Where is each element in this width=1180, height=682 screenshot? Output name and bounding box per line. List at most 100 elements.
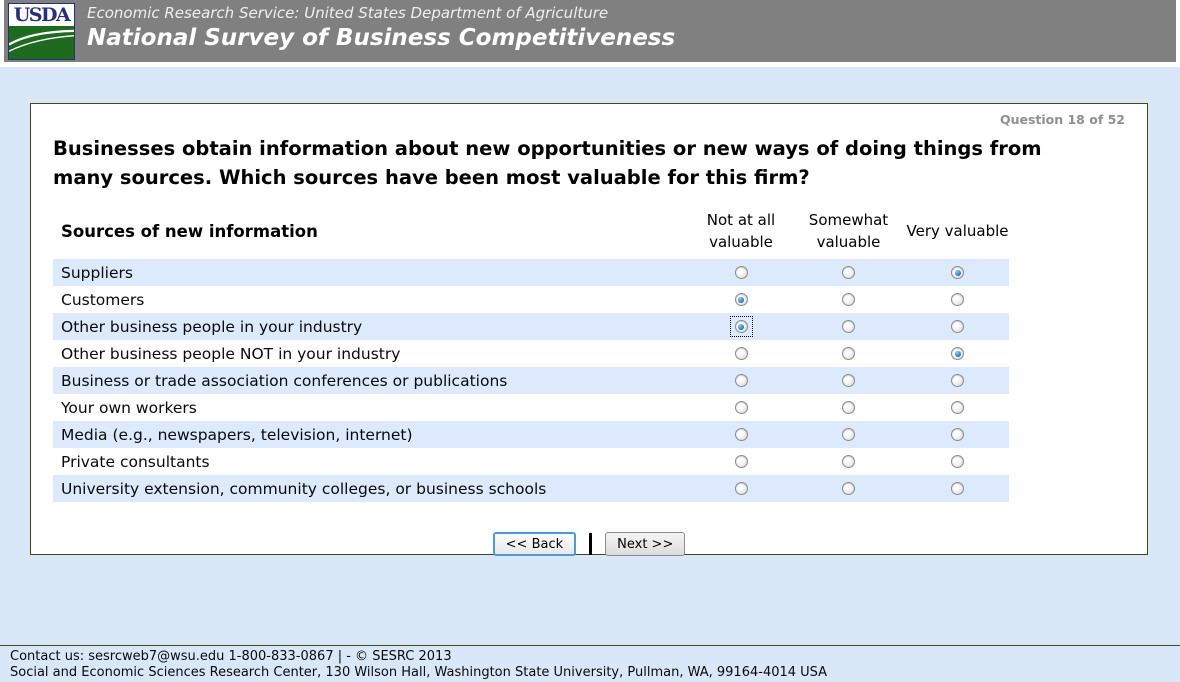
radio-focus-ring xyxy=(729,316,753,337)
radio-not-at-all-valuable[interactable] xyxy=(734,347,748,360)
radio-focus-ring xyxy=(730,478,753,499)
radio-not-at-all-valuable[interactable] xyxy=(734,266,748,279)
radio-cell xyxy=(791,316,906,337)
table-rows: Suppliers Customers Other business people … xyxy=(53,259,1009,502)
table-row: Other business people NOT in your indust… xyxy=(53,340,1009,367)
table-row: Suppliers xyxy=(53,259,1009,286)
usda-logo-text: USDA xyxy=(9,4,74,26)
radio-somewhat-valuable[interactable] xyxy=(842,293,855,306)
radio-focus-ring xyxy=(837,397,860,418)
radio-focus-ring xyxy=(946,262,969,283)
radio-cell xyxy=(691,370,791,391)
radio-not-at-all-valuable[interactable] xyxy=(734,455,748,468)
radio-focus-ring xyxy=(946,451,969,472)
table-row: University extension, community colleges… xyxy=(53,475,1009,502)
table-row: Other business people in your industry xyxy=(53,313,1009,340)
footer-address-line: Social and Economic Sciences Research Ce… xyxy=(10,665,828,680)
radio-very-valuable[interactable] xyxy=(951,266,964,279)
question-text: Businesses obtain information about new … xyxy=(53,137,1042,189)
row-label: Other business people NOT in your indust… xyxy=(61,344,401,363)
radio-cell xyxy=(906,397,1009,418)
radio-cell xyxy=(791,343,906,364)
radio-cell xyxy=(791,289,906,310)
radio-cell xyxy=(906,451,1009,472)
radio-not-at-all-valuable[interactable] xyxy=(734,482,748,495)
radio-somewhat-valuable[interactable] xyxy=(842,482,855,495)
radio-focus-ring xyxy=(837,343,860,364)
next-button[interactable]: Next >> xyxy=(605,532,686,556)
radio-focus-ring xyxy=(946,370,969,391)
radio-cell xyxy=(691,397,791,418)
radio-not-at-all-valuable[interactable] xyxy=(734,320,748,333)
radio-somewhat-valuable[interactable] xyxy=(842,401,855,414)
radio-focus-ring xyxy=(837,478,860,499)
app-header: USDA Economic Research Service: United S… xyxy=(0,0,1180,67)
radio-very-valuable[interactable] xyxy=(951,428,964,441)
radio-focus-ring xyxy=(730,424,753,445)
radio-very-valuable[interactable] xyxy=(951,482,964,495)
radio-cell xyxy=(691,451,791,472)
radio-very-valuable[interactable] xyxy=(951,401,964,414)
radio-somewhat-valuable[interactable] xyxy=(842,266,855,279)
row-label: Media (e.g., newspapers, television, int… xyxy=(61,425,413,444)
radio-not-at-all-valuable[interactable] xyxy=(734,293,748,306)
radio-somewhat-valuable[interactable] xyxy=(842,347,855,360)
radio-very-valuable[interactable] xyxy=(951,374,964,387)
radio-focus-ring xyxy=(837,451,860,472)
radio-cell xyxy=(691,343,791,364)
radio-focus-ring xyxy=(837,424,860,445)
radio-not-at-all-valuable[interactable] xyxy=(734,401,748,414)
radio-very-valuable[interactable] xyxy=(951,455,964,468)
radio-focus-ring xyxy=(730,343,753,364)
row-label: Other business people in your industry xyxy=(61,317,363,336)
table-header-row: Sources of new information Not at all va… xyxy=(53,207,1009,259)
agency-line: Economic Research Service: United States… xyxy=(87,4,609,22)
page-footer: Contact us: sesrcweb7@wsu.edu 1-800-833-… xyxy=(0,645,1180,682)
navigation-buttons: << Back Next >> xyxy=(51,532,1127,556)
radio-focus-ring xyxy=(730,397,753,418)
back-button[interactable]: << Back xyxy=(492,532,577,556)
question-panel: Question 18 of 52 Businesses obtain info… xyxy=(30,103,1148,556)
column-header-not-at-all: Not at all valuable xyxy=(706,211,776,251)
radio-cell xyxy=(691,289,791,310)
radio-cell xyxy=(791,397,906,418)
radio-focus-ring xyxy=(730,451,753,472)
radio-very-valuable[interactable] xyxy=(951,293,964,306)
radio-not-at-all-valuable[interactable] xyxy=(734,374,748,387)
radio-very-valuable[interactable] xyxy=(951,320,964,333)
row-label: University extension, community colleges… xyxy=(61,479,547,498)
radio-cell xyxy=(791,370,906,391)
radio-cell xyxy=(691,478,791,499)
radio-focus-ring xyxy=(837,316,860,337)
radio-cell xyxy=(906,478,1009,499)
radio-focus-ring xyxy=(946,343,969,364)
question-counter: Question 18 of 52 xyxy=(999,112,1125,127)
radio-cell xyxy=(791,262,906,283)
radio-cell xyxy=(791,424,906,445)
column-header-somewhat: Somewhat valuable xyxy=(808,211,889,251)
radio-somewhat-valuable[interactable] xyxy=(842,428,855,441)
radio-cell xyxy=(691,316,791,337)
table-row: Business or trade association conference… xyxy=(53,367,1009,394)
radio-cell xyxy=(691,262,791,283)
table-row: Your own workers xyxy=(53,394,1009,421)
usda-logo: USDA xyxy=(8,3,75,60)
radio-cell xyxy=(906,343,1009,364)
radio-very-valuable[interactable] xyxy=(951,347,964,360)
table-row: Media (e.g., newspapers, television, int… xyxy=(53,421,1009,448)
radio-cell xyxy=(906,262,1009,283)
radio-cell xyxy=(791,451,906,472)
radio-somewhat-valuable[interactable] xyxy=(842,455,855,468)
radio-focus-ring xyxy=(946,478,969,499)
radio-not-at-all-valuable[interactable] xyxy=(734,428,748,441)
row-label: Customers xyxy=(61,290,145,309)
table-row-header: Sources of new information xyxy=(61,221,318,241)
radio-somewhat-valuable[interactable] xyxy=(842,374,855,387)
radio-focus-ring xyxy=(946,316,969,337)
radio-cell xyxy=(791,478,906,499)
radio-cell xyxy=(906,316,1009,337)
radio-somewhat-valuable[interactable] xyxy=(842,320,855,333)
radio-cell xyxy=(691,424,791,445)
radio-focus-ring xyxy=(946,289,969,310)
